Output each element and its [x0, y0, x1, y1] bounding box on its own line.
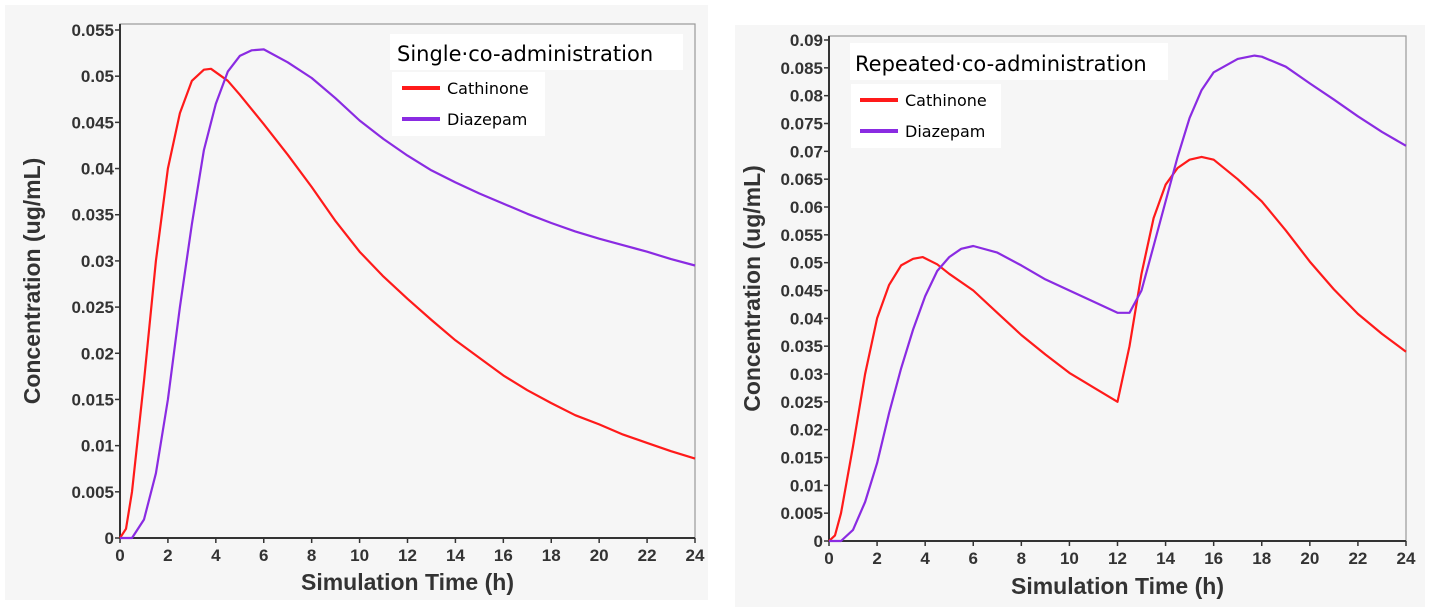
legend-label: Diazepam — [905, 122, 985, 141]
chart-background — [5, 5, 708, 600]
x-tick-label: 2 — [163, 546, 172, 565]
y-tick-label: 0.03 — [81, 252, 114, 271]
x-tick-label: 12 — [398, 546, 417, 565]
y-axis-label: Concentration (ug/mL) — [19, 158, 45, 405]
x-tick-label: 14 — [446, 546, 465, 565]
x-tick-label: 4 — [920, 549, 930, 568]
legend-label: Cathinone — [447, 79, 529, 98]
y-tick-label: 0.065 — [780, 170, 823, 189]
y-tick-label: 0 — [105, 529, 114, 548]
y-tick-label: 0.025 — [71, 298, 114, 317]
y-tick-label: 0.02 — [81, 344, 114, 363]
y-tick-label: 0.01 — [790, 476, 823, 495]
x-tick-label: 20 — [1300, 549, 1319, 568]
legend-label: Diazepam — [447, 110, 527, 129]
x-tick-label: 18 — [1252, 549, 1271, 568]
x-tick-label: 24 — [686, 546, 705, 565]
y-tick-label: 0.05 — [790, 254, 823, 273]
x-tick-label: 22 — [638, 546, 657, 565]
x-tick-label: 8 — [307, 546, 316, 565]
x-tick-label: 16 — [494, 546, 513, 565]
y-tick-label: 0.02 — [790, 421, 823, 440]
y-tick-label: 0.005 — [780, 504, 823, 523]
legend-title-box — [390, 34, 683, 70]
y-tick-label: 0.09 — [790, 31, 823, 50]
y-tick-label: 0.015 — [71, 390, 114, 409]
x-tick-label: 24 — [1397, 549, 1416, 568]
y-tick-label: 0.07 — [790, 142, 823, 161]
series-line-diazepam — [829, 54, 1407, 543]
legend-title-box — [850, 43, 1168, 80]
y-tick-label: 0.015 — [780, 449, 823, 468]
y-tick-label: 0.035 — [780, 337, 823, 356]
y-tick-label: 0.055 — [71, 21, 114, 40]
y-tick-label: 0.025 — [780, 393, 823, 412]
x-tick-label: 16 — [1204, 549, 1223, 568]
y-tick-label: 0.005 — [71, 483, 114, 502]
x-tick-label: 6 — [969, 549, 978, 568]
legend: Single·co-administration Cathinone Diazepa… — [390, 34, 683, 136]
legend-label: Cathinone — [905, 91, 987, 110]
y-tick-label: 0.055 — [780, 226, 823, 245]
x-tick-label: 2 — [872, 549, 881, 568]
chart-1: 0 0.005 0.01 0.015 0.02 0.025 0.03 0.035 0.04 0.0… — [5, 5, 708, 600]
y-tick-label: 0.03 — [790, 365, 823, 384]
legend-items-box — [851, 84, 1001, 148]
x-tick-label: 18 — [542, 546, 561, 565]
legend-items-box — [392, 72, 545, 136]
y-tick-label: 0.08 — [790, 87, 823, 106]
x-tick-label: 22 — [1348, 549, 1367, 568]
y-tick-label: 0 — [814, 532, 823, 551]
y-tick-label: 0.045 — [71, 113, 114, 132]
y-tick-label: 0.075 — [780, 115, 823, 134]
series-line-diazepam — [120, 48, 696, 540]
y-tick-label: 0.01 — [81, 437, 114, 456]
y-tick-label: 0.035 — [71, 206, 114, 225]
y-tick-label: 0.06 — [790, 198, 823, 217]
y-tick-label: 0.05 — [81, 67, 114, 86]
legend-title: Single·co-administration — [397, 42, 653, 66]
series-line-cathinone — [828, 155, 1407, 542]
series-line-cathinone — [119, 67, 696, 539]
x-tick-label: 10 — [350, 546, 369, 565]
y-tick-label: 0.04 — [790, 309, 824, 328]
legend-title: Repeated·co-administration — [855, 52, 1147, 76]
x-tick-label: 14 — [1156, 549, 1175, 568]
chart-2: 0 0.005 0.01 0.015 0.02 0.025 0.03 0.035 0.04 0.0… — [735, 25, 1425, 607]
y-tick-label: 0.045 — [780, 282, 823, 301]
x-tick-label: 8 — [1017, 549, 1026, 568]
x-axis-label: Simulation Time (h) — [1011, 573, 1224, 599]
legend: Repeated·co-administration Cathinone Diaze… — [850, 43, 1168, 148]
x-tick-label: 4 — [211, 546, 221, 565]
y-axis-label: Concentration (ug/mL) — [739, 165, 765, 412]
x-tick-label: 6 — [259, 546, 268, 565]
x-tick-label: 0 — [824, 549, 833, 568]
x-axis-label: Simulation Time (h) — [301, 569, 514, 595]
y-tick-label: 0.04 — [81, 160, 115, 179]
y-tick-label: 0.085 — [780, 59, 823, 78]
chart-background — [735, 25, 1425, 607]
x-tick-label: 12 — [1108, 549, 1127, 568]
x-tick-label: 10 — [1060, 549, 1079, 568]
x-tick-label: 0 — [115, 546, 124, 565]
x-tick-label: 20 — [590, 546, 609, 565]
